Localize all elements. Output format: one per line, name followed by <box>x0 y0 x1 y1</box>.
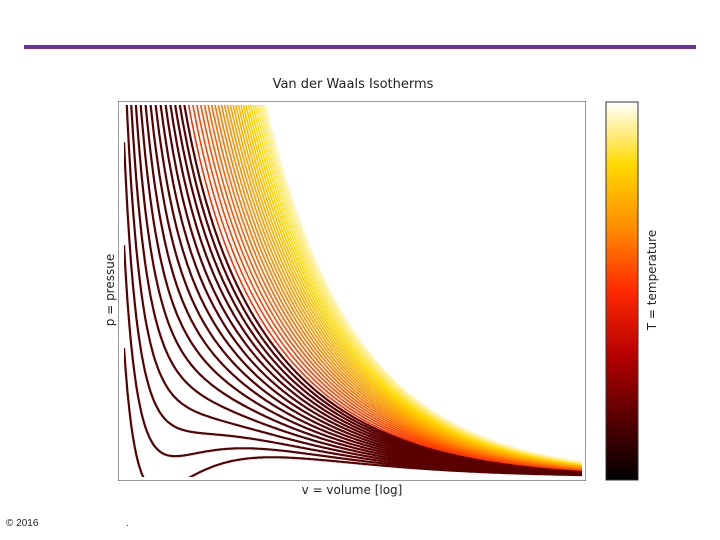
copyright-text: © 2016 <box>6 518 39 529</box>
footer-mark: . <box>126 518 129 529</box>
isotherm-line <box>264 105 582 463</box>
isotherm-series <box>124 105 582 477</box>
chart-title: Van der Waals Isotherms <box>272 77 434 92</box>
colorbar <box>604 101 640 481</box>
plot-area <box>118 101 586 481</box>
title-rule <box>24 45 696 49</box>
isotherm-plot <box>118 101 586 481</box>
y-axis-label: p = pressue <box>103 253 117 327</box>
x-axis-label: v = volume [log] <box>301 483 403 497</box>
colorbar-gradient <box>605 101 639 481</box>
colorbar-label: T = temperature <box>645 229 659 331</box>
